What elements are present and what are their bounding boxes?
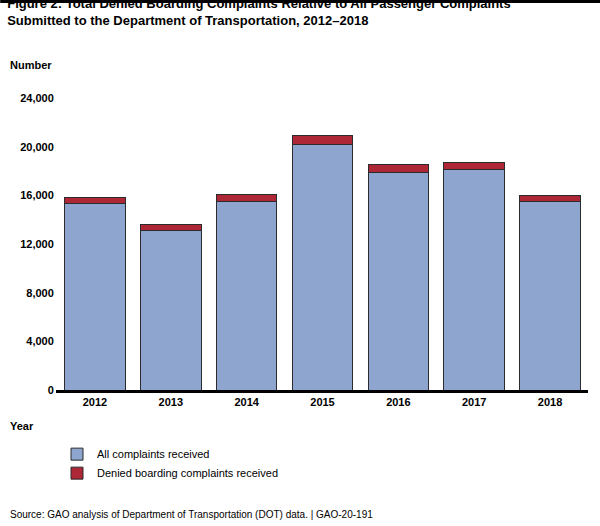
svg-text:2017: 2017 bbox=[462, 396, 486, 408]
svg-text:24,000: 24,000 bbox=[20, 92, 54, 104]
svg-text:8,000: 8,000 bbox=[26, 287, 54, 299]
svg-text:2012: 2012 bbox=[83, 396, 107, 408]
svg-text:Denied boarding complaints rec: Denied boarding complaints received bbox=[97, 467, 278, 479]
svg-text:16,000: 16,000 bbox=[20, 189, 54, 201]
svg-text:Source: GAO analysis of Depart: Source: GAO analysis of Department of Tr… bbox=[10, 509, 373, 520]
svg-text:20,000: 20,000 bbox=[20, 141, 54, 153]
svg-text:Year: Year bbox=[10, 420, 34, 432]
svg-text:Figure 2: Total Denied Boardin: Figure 2: Total Denied Boarding Complain… bbox=[7, 0, 510, 28]
svg-text:0: 0 bbox=[48, 384, 54, 396]
svg-text:2014: 2014 bbox=[234, 396, 259, 408]
svg-text:12,000: 12,000 bbox=[20, 238, 54, 250]
svg-text:2013: 2013 bbox=[159, 396, 183, 408]
svg-text:2015: 2015 bbox=[310, 396, 334, 408]
svg-text:2016: 2016 bbox=[386, 396, 410, 408]
svg-text:Number: Number bbox=[10, 59, 52, 71]
svg-text:2018: 2018 bbox=[538, 396, 562, 408]
svg-text:All complaints received: All complaints received bbox=[97, 448, 210, 460]
svg-text:4,000: 4,000 bbox=[26, 335, 54, 347]
